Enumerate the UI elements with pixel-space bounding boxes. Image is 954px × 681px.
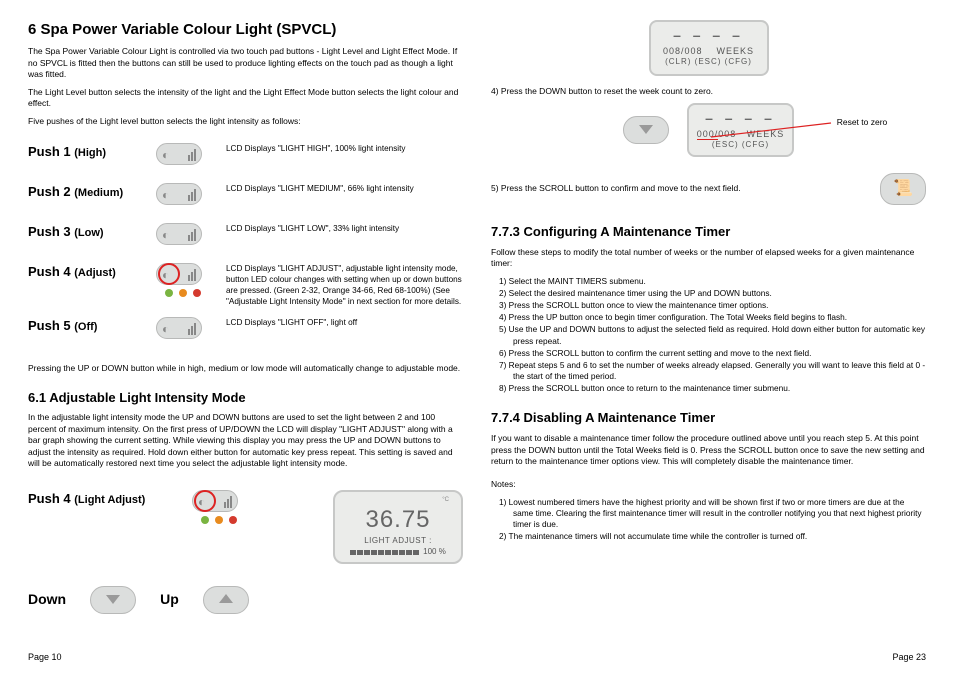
lcd1-dashes: – – – –	[661, 26, 757, 45]
push2-sub: (Medium)	[74, 187, 123, 199]
push1-sub: (High)	[74, 147, 106, 159]
intro-2: The Light Level button selects the inten…	[28, 87, 463, 110]
push3-label: Push 3	[28, 224, 71, 239]
push5-label: Push 5	[28, 318, 71, 333]
push3-desc: LCD Displays "LIGHT LOW", 33% light inte…	[226, 223, 463, 234]
push-row-2: Push 2 (Medium) ◐ LCD Displays "LIGHT ME…	[28, 183, 463, 213]
light-button-icon: ◐	[156, 263, 202, 285]
push-row-1: Push 1 (High) ◐ LCD Displays "LIGHT HIGH…	[28, 143, 463, 173]
scroll-button-icon: 📜	[880, 173, 926, 205]
led-dots	[201, 516, 237, 524]
light-button-icon: ◐	[156, 183, 202, 205]
s773-3: 3) Press the SCROLL button once to view …	[499, 300, 926, 311]
led-dots	[165, 289, 201, 297]
reset-label: Reset to zero	[837, 117, 888, 128]
push-row-5: Push 5 (Off) ◐ LCD Displays "LIGHT OFF",…	[28, 317, 463, 347]
push-row-4: Push 4 (Adjust) ◐ LCD Disp	[28, 263, 463, 307]
lcd-pct: 100 %	[423, 547, 446, 558]
s773-1: 1) Select the MAINT TIMERS submenu.	[499, 276, 926, 287]
push4-desc: LCD Displays "LIGHT ADJUST", adjustable …	[226, 263, 463, 307]
p61: In the adjustable light intensity mode t…	[28, 412, 463, 469]
light-button-icon: ◐	[156, 143, 202, 165]
down-label: Down	[28, 590, 66, 609]
note-1: 1) Lowest numbered timers have the highe…	[499, 497, 926, 531]
push4-ex-label: Push 4	[28, 491, 71, 506]
step5-text: 5) Press the SCROLL button to confirm an…	[491, 183, 866, 194]
lcd-bargraph	[350, 550, 419, 555]
s773-4: 4) Press the UP button once to begin tim…	[499, 312, 926, 323]
push1-desc: LCD Displays "LIGHT HIGH", 100% light in…	[226, 143, 463, 154]
red-circle-icon	[158, 263, 180, 285]
steps-773: 1) Select the MAINT TIMERS submenu. 2) S…	[499, 276, 926, 396]
s773-2: 2) Select the desired maintenance timer …	[499, 288, 926, 299]
down-button-icon	[623, 116, 669, 144]
s773-7: 7) Repeat steps 5 and 6 to set the numbe…	[499, 360, 926, 382]
s773-5: 5) Use the UP and DOWN buttons to adjust…	[499, 324, 926, 346]
intro-3: Five pushes of the Light level button se…	[28, 116, 463, 127]
push4-ex-sub: (Light Adjust)	[74, 494, 145, 506]
left-column: 6 Spa Power Variable Colour Light (SPVCL…	[28, 20, 463, 663]
lcd1-l2a: 008/008	[663, 46, 703, 56]
intro-1: The Spa Power Variable Colour Light is c…	[28, 46, 463, 80]
notes-list: 1) Lowest numbered timers have the highe…	[499, 497, 926, 544]
light-button-icon: ◐	[192, 490, 238, 512]
light-button-icon: ◐	[156, 223, 202, 245]
section-61-title: 6.1 Adjustable Light Intensity Mode	[28, 389, 463, 407]
p774: If you want to disable a maintenance tim…	[491, 433, 926, 467]
right-column: – – – – 008/008 WEEKS (CLR) (ESC) (CFG) …	[491, 20, 926, 663]
light-button-icon: ◐	[156, 317, 202, 339]
push3-sub: (Low)	[74, 227, 103, 239]
notes-heading: Notes:	[491, 479, 926, 490]
s773-8: 8) Press the SCROLL button once to retur…	[499, 383, 926, 394]
lcd-adj-label: LIGHT ADJUST :	[364, 536, 432, 545]
s773-6: 6) Press the SCROLL button to confirm th…	[499, 348, 926, 359]
push4-sub: (Adjust)	[74, 267, 116, 279]
note-2: 2) The maintenance timers will not accum…	[499, 531, 926, 542]
lcd1-l2b: WEEKS	[717, 46, 755, 56]
lcd1-l3: (CLR) (ESC) (CFG)	[661, 57, 757, 68]
section-6-title: 6 Spa Power Variable Colour Light (SPVCL…	[28, 20, 463, 40]
lcd-display: °C 36.75 LIGHT ADJUST : 100 %	[333, 490, 463, 564]
push5-sub: (Off)	[74, 321, 97, 333]
section-773-title: 7.7.3 Configuring A Maintenance Timer	[491, 223, 926, 241]
push5-desc: LCD Displays "LIGHT OFF", light off	[226, 317, 463, 328]
down-up-row: Down Up	[28, 586, 463, 614]
push-row-3: Push 3 (Low) ◐ LCD Displays "LIGHT LOW",…	[28, 223, 463, 253]
push1-label: Push 1	[28, 144, 71, 159]
up-button-icon	[203, 586, 249, 614]
section-774-title: 7.7.4 Disabling A Maintenance Timer	[491, 409, 926, 427]
lcd-temp: 36.75	[347, 504, 449, 536]
push-list: Push 1 (High) ◐ LCD Displays "LIGHT HIGH…	[28, 143, 463, 357]
down-button-icon	[90, 586, 136, 614]
push2-desc: LCD Displays "LIGHT MEDIUM", 66% light i…	[226, 183, 463, 194]
p773: Follow these steps to modify the total n…	[491, 247, 926, 270]
red-circle-icon	[194, 490, 216, 512]
after-push-note: Pressing the UP or DOWN button while in …	[28, 363, 463, 374]
page-number-left: Page 10	[28, 651, 62, 663]
up-label: Up	[160, 590, 179, 609]
lcd-box-1: – – – – 008/008 WEEKS (CLR) (ESC) (CFG)	[649, 20, 769, 76]
page-number-right: Page 23	[892, 651, 926, 663]
push4-label: Push 4	[28, 264, 71, 279]
step4-text: 4) Press the DOWN button to reset the we…	[491, 86, 926, 97]
push2-label: Push 2	[28, 184, 71, 199]
